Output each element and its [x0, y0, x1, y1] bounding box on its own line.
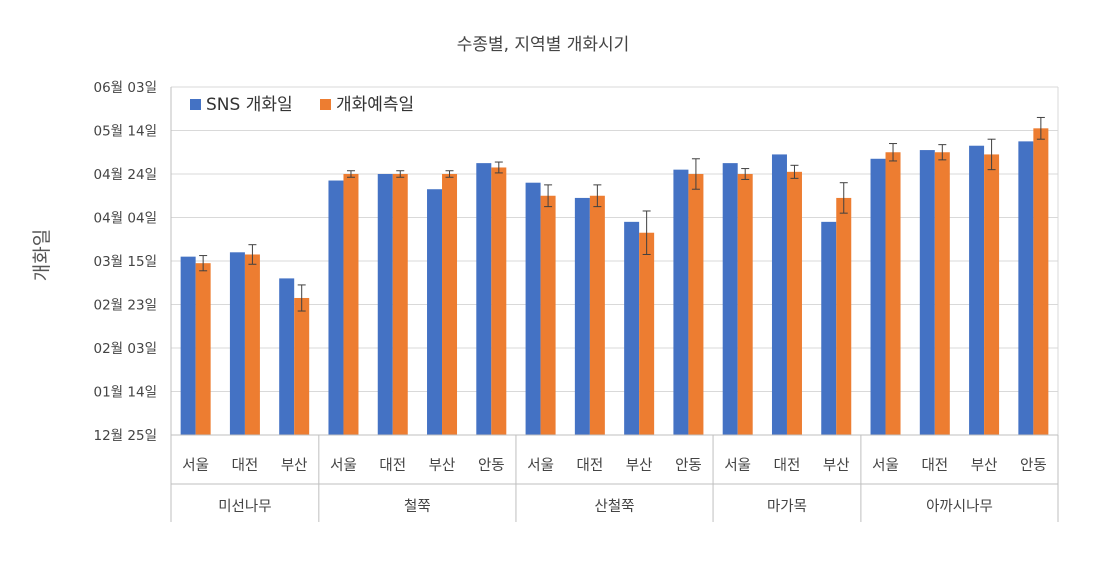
- x-tick-label: 안동: [1020, 457, 1047, 474]
- x-tick-label: 서울: [330, 457, 357, 474]
- legend-swatch: [190, 99, 201, 110]
- x-tick-label: 안동: [675, 457, 702, 474]
- bar: [589, 195, 605, 435]
- x-tick-label: 대전: [921, 457, 948, 474]
- y-tick-label: 12월 25일: [94, 428, 158, 444]
- bar: [195, 263, 211, 435]
- bar: [870, 158, 886, 435]
- legend-label: SNS 개화일: [206, 95, 293, 115]
- x-tick-label: 부산: [429, 457, 456, 474]
- x-tick-label: 부산: [971, 457, 998, 474]
- x-tick-label: 부산: [823, 457, 850, 474]
- bar: [639, 232, 655, 435]
- bar: [969, 145, 985, 435]
- bar: [525, 182, 541, 435]
- y-tick-label: 02월 23일: [94, 298, 158, 314]
- bar: [229, 252, 245, 435]
- bar: [786, 171, 802, 435]
- bars: [180, 128, 1049, 436]
- bar: [442, 174, 458, 435]
- y-tick-label: 05월 14일: [94, 124, 158, 140]
- x-tick-label: 서울: [724, 457, 751, 474]
- bar: [984, 154, 1000, 436]
- bar: [821, 221, 837, 435]
- group-label: 아까시나무: [926, 498, 993, 515]
- bar: [328, 180, 344, 435]
- x-tick-label: 대전: [774, 457, 801, 474]
- bar: [885, 152, 901, 435]
- y-tick-label: 04월 04일: [94, 211, 158, 227]
- x-axis: 서울 대전 부산 서울 대전 부산 안동 서울 대전 부산 안동 서울 대전 부산 서울 대전 부산 안동미선나무…: [170, 434, 1059, 522]
- bar: [244, 254, 260, 435]
- bar: [294, 297, 310, 435]
- group-label: 마가목: [767, 498, 807, 515]
- y-tick-label: 03월 15일: [94, 254, 158, 270]
- x-tick-label: 서울: [527, 457, 554, 474]
- y-axis-ticks: 12월 25일 01월 14일 02월 03일 02월 23일 03월 15일 04월 0…: [94, 80, 158, 444]
- group-label: 미선나무: [218, 498, 271, 515]
- bar: [673, 169, 689, 435]
- legend: SNS 개화일 개화예측일: [190, 95, 414, 115]
- chart-title: 수종별, 지역별 개화시기: [457, 35, 630, 55]
- bar: [279, 278, 295, 435]
- error-bars: [199, 116, 1045, 312]
- x-tick-label: 부산: [626, 457, 653, 474]
- bar: [491, 167, 507, 435]
- legend-label: 개화예측일: [336, 95, 414, 115]
- group-label: 철쭉: [404, 498, 431, 515]
- gridlines: [170, 86, 1059, 435]
- bar: [476, 163, 492, 435]
- bar: [771, 154, 787, 436]
- bar: [1033, 128, 1049, 435]
- bar: [624, 221, 640, 435]
- x-tick-label: 부산: [281, 457, 308, 474]
- y-tick-label: 04월 24일: [94, 167, 158, 183]
- bar: [377, 174, 393, 435]
- bar: [688, 174, 704, 435]
- bar: [919, 150, 935, 435]
- y-tick-label: 01월 14일: [94, 385, 158, 401]
- y-tick-label: 02월 03일: [94, 341, 158, 357]
- bar: [722, 163, 738, 435]
- x-tick-label: 서울: [182, 457, 209, 474]
- x-tick-label: 서울: [872, 457, 899, 474]
- x-tick-label: 대전: [379, 457, 406, 474]
- bar: [180, 256, 196, 435]
- bar: [737, 174, 753, 435]
- legend-swatch: [320, 99, 331, 110]
- group-label: 산철쭉: [594, 498, 634, 515]
- x-tick-label: 안동: [478, 457, 505, 474]
- y-tick-label: 06월 03일: [94, 80, 158, 96]
- bar: [392, 174, 408, 435]
- x-tick-label: 대전: [232, 457, 259, 474]
- x-tick-label: 대전: [577, 457, 604, 474]
- bar: [1018, 141, 1034, 435]
- bar: [836, 197, 852, 435]
- y-axis-label: 개화일: [31, 229, 53, 281]
- bar: [427, 189, 443, 435]
- bar: [343, 174, 359, 435]
- bar: [574, 197, 590, 435]
- bar: [540, 195, 556, 435]
- bar: [934, 152, 950, 435]
